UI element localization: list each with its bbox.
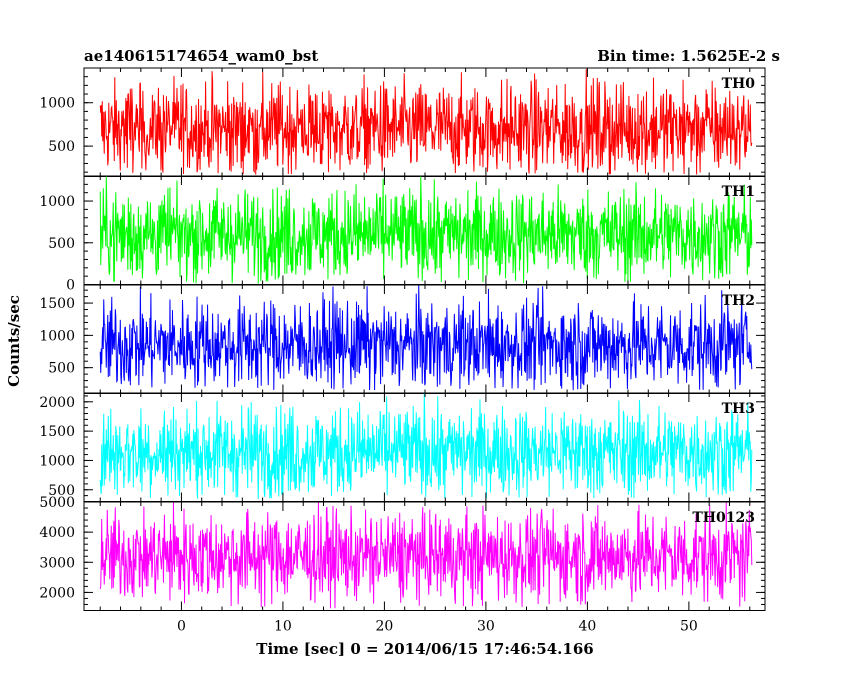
series-line-th1 bbox=[99, 176, 753, 284]
y-tick-label: 2000 bbox=[39, 585, 75, 601]
panel-th3: 500 1000 1500 2000 TH3 bbox=[39, 392, 766, 502]
series-line-th2 bbox=[99, 285, 753, 391]
y-tick-label: 1500 bbox=[39, 424, 75, 440]
y-tick-label: 0 bbox=[66, 278, 75, 294]
x-tick-label: 0 bbox=[177, 619, 186, 635]
panel-th2: 500 1000 1500 TH2 bbox=[39, 284, 766, 394]
panel-th1: 0 500 1000 TH1 bbox=[39, 175, 766, 294]
y-tick-label: 2000 bbox=[39, 395, 75, 411]
x-tick-label: 50 bbox=[680, 619, 698, 635]
x-tick-label: 30 bbox=[477, 619, 495, 635]
y-tick-label: 500 bbox=[48, 483, 75, 499]
y-tick-label: 5000 bbox=[39, 495, 75, 511]
y-tick-label: 1000 bbox=[39, 96, 75, 112]
panel-th0123: 2000 3000 4000 5000 TH0123 bbox=[39, 495, 766, 611]
panels-group: 500 1000 TH0 0 500 1000 TH1 500 1000 1500 TH2 500 10… bbox=[39, 67, 766, 611]
panel-th0: 500 1000 TH0 bbox=[39, 67, 766, 177]
panel-label-th1: TH1 bbox=[722, 184, 755, 200]
y-tick-label: 3000 bbox=[39, 555, 75, 571]
chart-title-right: Bin time: 1.5625E-2 s bbox=[597, 47, 780, 65]
panel-label-th0: TH0 bbox=[722, 76, 756, 92]
y-tick-label: 1500 bbox=[39, 296, 75, 312]
panel-label-th2: TH2 bbox=[722, 293, 755, 309]
y-tick-label: 500 bbox=[48, 236, 75, 252]
series-line-th0123 bbox=[99, 502, 753, 609]
chart-title-left: ae140615174654_wam0_bst bbox=[84, 47, 318, 65]
x-axis: 0 10 20 30 40 50 bbox=[177, 619, 698, 635]
y-tick-label: 1000 bbox=[39, 328, 75, 344]
series-line-th0 bbox=[99, 69, 753, 175]
x-tick-label: 20 bbox=[375, 619, 393, 635]
x-tick-label: 40 bbox=[578, 619, 596, 635]
x-axis-title: Time [sec] 0 = 2014/06/15 17:46:54.166 bbox=[256, 640, 593, 658]
y-tick-label: 1000 bbox=[39, 194, 75, 210]
x-tick-label: 10 bbox=[274, 619, 292, 635]
y-tick-label: 500 bbox=[48, 139, 75, 155]
y-tick-label: 500 bbox=[48, 361, 75, 377]
panel-label-th0123: TH0123 bbox=[692, 510, 755, 526]
panel-label-th3: TH3 bbox=[722, 401, 755, 417]
y-tick-label: 4000 bbox=[39, 525, 75, 541]
series-line-th3 bbox=[99, 393, 753, 499]
y-axis-title: Counts/sec bbox=[5, 295, 23, 387]
y-tick-label: 1000 bbox=[39, 453, 75, 469]
